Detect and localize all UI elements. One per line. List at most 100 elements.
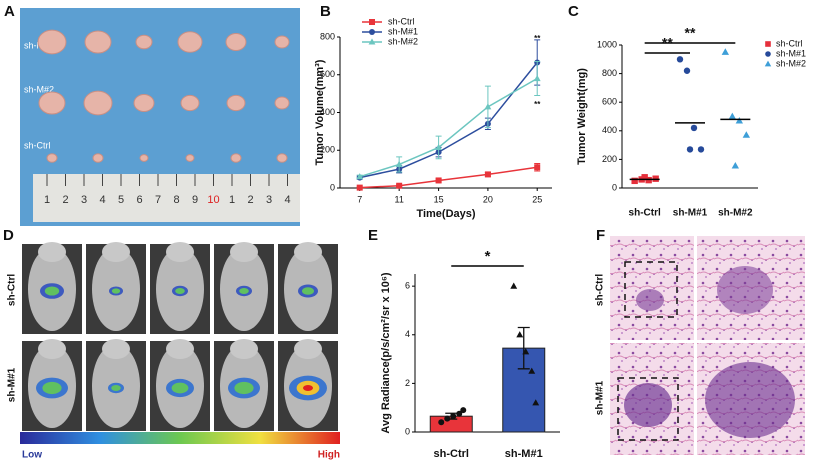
marker <box>728 112 737 120</box>
ruler-number: 8 <box>173 194 179 206</box>
marker <box>484 103 492 110</box>
x-tick-label: sh-M#2 <box>718 208 753 219</box>
marker <box>396 182 403 189</box>
marker <box>450 413 457 420</box>
tumor <box>38 91 66 115</box>
lesion <box>705 362 795 438</box>
histology-photo: sh-Ctrl sh-M#1 <box>595 236 805 455</box>
y-tick-label: 4 <box>405 329 410 339</box>
row-label: sh-M#2 <box>24 84 54 94</box>
y-axis-label: Tumor Weight(mg) <box>576 68 588 165</box>
row-label: sh-M#1 <box>7 367 18 402</box>
y-axis-label: Avg Radiance(p/s/cm²/sr x 10⁶) <box>380 272 392 433</box>
scale-low: Low <box>22 450 42 461</box>
y-tick-label: 200 <box>320 145 335 155</box>
ruler-number: 6 <box>136 194 142 206</box>
ruler-number: 5 <box>118 194 124 206</box>
signal-core <box>44 286 60 296</box>
x-tick-label: 25 <box>532 194 542 204</box>
marker <box>697 146 705 153</box>
tumor <box>226 94 246 112</box>
ruler-number: 2 <box>247 194 253 206</box>
y-tick-label: 0 <box>330 182 335 192</box>
legend-label: sh-M#1 <box>388 26 418 36</box>
signal-core <box>111 288 121 294</box>
marker <box>731 161 740 169</box>
marker <box>484 171 491 178</box>
tumor <box>46 153 58 163</box>
marker <box>532 399 540 406</box>
marker <box>721 48 730 55</box>
x-tick-label: 20 <box>483 194 493 204</box>
legend-label: sh-Ctrl <box>388 16 415 26</box>
x-tick-label: sh-Ctrl <box>629 208 661 219</box>
marker <box>735 116 744 124</box>
lesion <box>636 289 664 311</box>
y-tick-label: 1000 <box>597 39 617 49</box>
tumor <box>276 153 288 163</box>
signal-core <box>171 382 189 394</box>
marker <box>516 331 524 338</box>
series-line <box>359 77 538 178</box>
panel-labels: A B C D E F <box>3 3 605 244</box>
mouse-head <box>294 242 322 262</box>
tumor <box>92 153 104 163</box>
marker <box>686 146 694 153</box>
legend-label: sh-M#1 <box>776 48 806 58</box>
mouse-head <box>38 339 66 359</box>
marker <box>369 29 375 35</box>
annotation: ** <box>534 100 541 109</box>
ruler-number: 9 <box>192 194 198 206</box>
marker <box>533 74 541 82</box>
tumor <box>274 35 290 49</box>
tumor-photo: sh-M#1 sh-M#2 sh-Ctrl <box>20 8 300 226</box>
x-axis-label: Time(Days) <box>416 208 475 220</box>
x-tick-label: sh-Ctrl <box>434 448 469 460</box>
marker <box>528 367 536 374</box>
y-tick-label: 2 <box>405 378 410 388</box>
mouse-head <box>230 339 258 359</box>
signal-core <box>175 287 185 295</box>
marker <box>435 177 442 184</box>
ruler-number: 2 <box>62 194 68 206</box>
tumor <box>83 90 113 116</box>
ruler-number: 4 <box>99 194 105 206</box>
row-label: sh-M#1 <box>595 380 606 415</box>
tumor <box>274 96 290 110</box>
legend-label: sh-M#2 <box>776 58 806 68</box>
ruler-number: 7 <box>155 194 161 206</box>
panel-label: F <box>596 227 605 244</box>
tumor <box>180 94 200 112</box>
panel-label: C <box>568 3 579 20</box>
scale-high: High <box>318 450 340 461</box>
mouse-head <box>166 242 194 262</box>
marker <box>444 415 451 422</box>
zoom-box <box>624 261 678 318</box>
mouse-head <box>102 242 130 262</box>
mouse-head <box>102 339 130 359</box>
tumor <box>133 94 155 112</box>
marker <box>369 19 375 25</box>
panel-label: E <box>368 227 378 244</box>
marker <box>368 38 376 45</box>
marker <box>690 124 698 132</box>
tumor <box>177 31 203 53</box>
legend-label: sh-M#2 <box>388 36 418 46</box>
y-tick-label: 6 <box>405 281 410 291</box>
mouse-head <box>38 242 66 262</box>
marker <box>683 67 691 74</box>
marker <box>356 173 364 180</box>
marker <box>631 177 638 185</box>
lesion <box>717 266 773 314</box>
mouse-head <box>166 339 194 359</box>
tumor <box>139 154 149 162</box>
mouse-head <box>294 339 322 359</box>
mouse-head <box>230 242 258 262</box>
tumor <box>230 153 242 163</box>
error-bar <box>517 326 530 370</box>
tumor <box>135 34 153 50</box>
marker <box>676 56 684 63</box>
y-tick-label: 400 <box>602 125 617 135</box>
tumor <box>84 30 112 54</box>
